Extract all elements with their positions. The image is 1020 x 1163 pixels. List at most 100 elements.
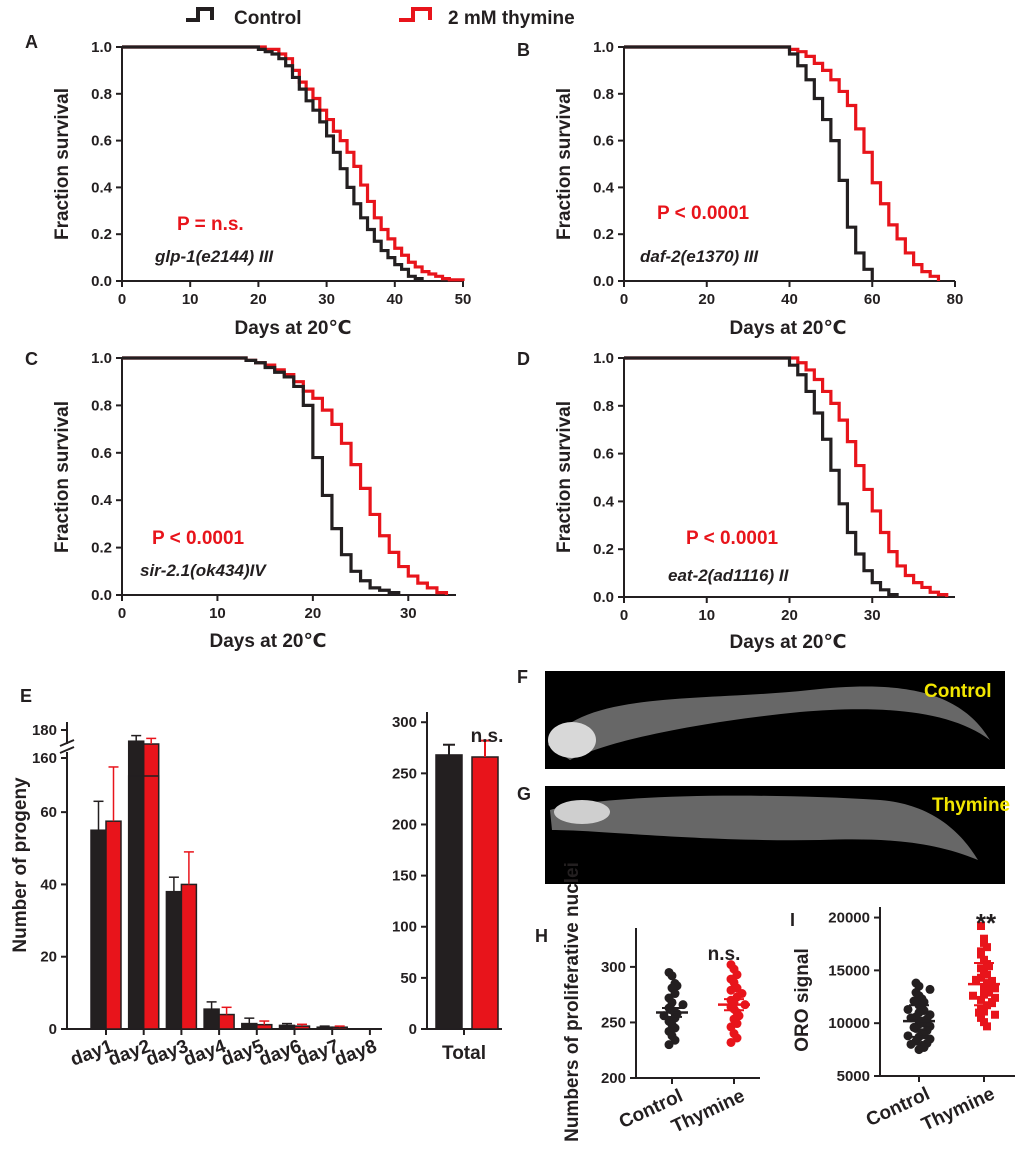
y-tick-label: 40 — [40, 876, 57, 893]
legend-control-label: Control — [234, 8, 302, 29]
control-data-point — [914, 1045, 924, 1055]
thymine-data-point — [991, 984, 999, 993]
p-value-label: P < 0.0001 — [686, 528, 779, 549]
thymine-bar — [180, 883, 198, 1030]
thymine-data-point — [726, 1037, 736, 1047]
axis-break-mark — [59, 739, 75, 747]
panel-c: C 0.0 0.2 0.4 0.6 0.8 1.0 0 10 20 30 Fraction surv… — [25, 349, 456, 652]
thymine-data-point — [983, 1022, 991, 1031]
bar-lower-segment — [127, 775, 145, 1030]
p-value-label: P < 0.0001 — [657, 203, 750, 224]
thymine-bar — [105, 820, 122, 1030]
x-tick-label: Total — [442, 1043, 486, 1064]
y-tick-label: 50 — [400, 970, 417, 987]
thymine-survival-curve — [624, 45, 941, 281]
thymine-data-point — [988, 999, 996, 1008]
y-tick-label: 0.4 — [593, 179, 615, 196]
y-tick-label: 180 — [32, 722, 57, 739]
panel-i: I 5000100001500020000ControlThymine**ORO… — [790, 907, 1015, 1136]
x-tick-label: 30 — [864, 607, 881, 624]
control-bar — [90, 829, 107, 1030]
gonad-control — [548, 686, 990, 760]
legend: Control 2 mM thymine — [186, 7, 575, 29]
y-tick-label: 250 — [392, 765, 417, 782]
x-tick-label: 10 — [209, 605, 226, 622]
bar-lower-segment — [142, 775, 160, 1030]
panel-a: A 0.0 0.2 0.4 0.6 0.8 1.0 0 10 20 30 40 50 Fraction … — [25, 32, 471, 339]
y-tick-label: 0.8 — [91, 86, 112, 103]
control-survival-curve — [122, 45, 424, 281]
y-tick-label: 0.8 — [593, 398, 614, 415]
p-value-label: P = n.s. — [177, 214, 244, 235]
panel-letter-i: I — [790, 910, 795, 930]
control-survival-curve — [624, 356, 899, 597]
gonad-distal-tip-control — [548, 722, 596, 758]
thymine-data-point — [980, 938, 988, 947]
survival-plot-b: 0.0 0.2 0.4 0.6 0.8 1.0 0 20 40 60 80 Fraction surv… — [554, 39, 963, 339]
thymine-data-point — [988, 976, 996, 985]
y-tick-label: 0 — [49, 1021, 57, 1038]
y-tick-label: 0.4 — [593, 493, 615, 510]
x-axis-label: Days at 20℃ — [234, 318, 351, 339]
x-tick-label: 20 — [305, 605, 322, 622]
genotype-label: glp-1(e2144) III — [154, 247, 274, 266]
x-tick-label: 30 — [400, 605, 417, 622]
control-data-point — [664, 1040, 674, 1050]
y-tick-label: 20 — [40, 949, 57, 966]
x-tick-label: 0 — [118, 291, 126, 308]
panel-letter-f: F — [517, 667, 528, 687]
thymine-data-point — [980, 934, 988, 943]
thymine-survival-curve — [122, 356, 449, 595]
y-tick-label: 0.6 — [91, 445, 112, 462]
x-tick-label: 20 — [781, 607, 798, 624]
control-bar — [241, 1022, 258, 1030]
survival-plot-c: 0.0 0.2 0.4 0.6 0.8 1.0 0 10 20 30 Fraction surviv… — [52, 350, 456, 652]
control-bar — [203, 1008, 220, 1030]
panel-d: D 0.0 0.2 0.4 0.6 0.8 1.0 0 10 20 30 Fraction surv… — [517, 349, 955, 653]
thymine-survival-curve — [624, 356, 949, 597]
legend-thymine-label: 2 mM thymine — [448, 8, 575, 29]
genotype-label: sir-2.1(ok434)IV — [140, 561, 267, 580]
y-axis-label: Fraction survival — [52, 88, 73, 240]
control-bar — [316, 1026, 333, 1030]
gonad-distal-tip-thymine — [554, 800, 610, 824]
y-tick-label: 200 — [392, 816, 417, 833]
thymine-data-point — [991, 993, 999, 1002]
y-tick-label: 1.0 — [593, 39, 614, 56]
y-tick-label: 10000 — [828, 1015, 870, 1032]
y-tick-label: 0.2 — [91, 226, 112, 243]
thymine-data-point — [972, 975, 980, 984]
y-tick-label: 0.6 — [593, 133, 614, 150]
significance-label: n.s. — [708, 944, 741, 965]
x-axis-label: Days at 20℃ — [729, 318, 846, 339]
y-tick-label: 0.8 — [91, 397, 112, 414]
control-data-point — [678, 1000, 688, 1010]
y-tick-label: 250 — [601, 1014, 626, 1031]
thymine-data-point — [969, 991, 977, 1000]
y-axis-label: Fraction survival — [554, 401, 575, 553]
x-tick-label: 0 — [620, 291, 628, 308]
genotype-label: eat-2(ad1116) II — [668, 566, 790, 585]
y-tick-label: 0.4 — [91, 492, 113, 509]
x-tick-label: 20 — [698, 291, 715, 308]
micrograph-control-label: Control — [924, 681, 992, 702]
panel-b: B 0.0 0.2 0.4 0.6 0.8 1.0 0 20 40 60 80 Fraction su… — [517, 39, 963, 339]
thymine-bar — [256, 1023, 273, 1030]
y-tick-label: 0.0 — [593, 589, 614, 606]
thymine-data-point — [983, 970, 991, 979]
x-tick-label: 60 — [864, 291, 881, 308]
y-tick-label: 0 — [409, 1021, 417, 1038]
y-axis-label: ORO signal — [792, 948, 813, 1051]
thymine-data-point — [980, 1018, 988, 1027]
control-bar — [165, 890, 183, 1030]
x-tick-label: 80 — [947, 291, 964, 308]
y-tick-label: 5000 — [837, 1068, 870, 1085]
x-tick-label: Thymine — [918, 1083, 998, 1135]
survival-plot-d: 0.0 0.2 0.4 0.6 0.8 1.0 0 10 20 30 Fraction surviv… — [554, 350, 955, 653]
thymine-data-point — [977, 922, 985, 931]
thymine-data-point — [977, 947, 985, 956]
y-tick-label: 0.2 — [91, 540, 112, 557]
